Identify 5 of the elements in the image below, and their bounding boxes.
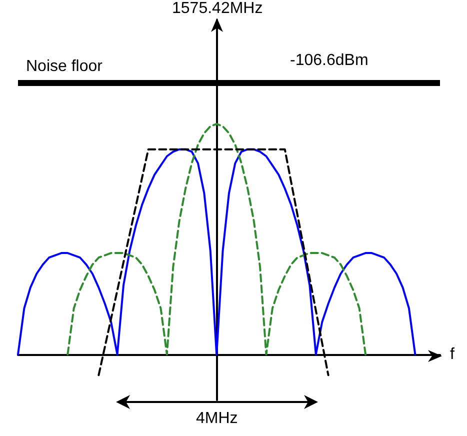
text: -106.6dBm bbox=[290, 52, 368, 70]
x-axis-title: f bbox=[450, 346, 455, 363]
text: 4MHz bbox=[196, 410, 238, 428]
text: 1575.42MHz bbox=[172, 0, 263, 18]
ref-line-label: Noise floor bbox=[26, 58, 104, 76]
